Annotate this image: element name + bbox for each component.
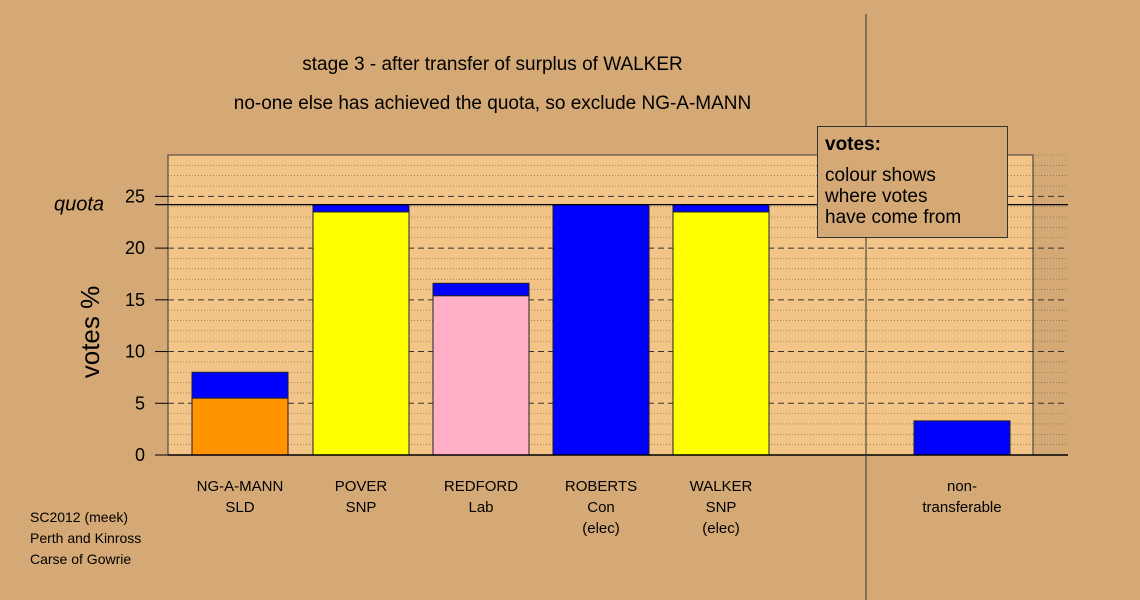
bar-segment [312, 211, 410, 456]
x-tick-label: WALKER [690, 478, 753, 495]
x-tick-label: (elec) [702, 520, 740, 537]
y-tick-label: 25 [125, 186, 145, 206]
y-axis-label: votes % [75, 286, 105, 379]
x-tick-label: SNP [706, 499, 737, 516]
x-tick-label: NG-A-MANN [197, 478, 284, 495]
y-tick-label: 0 [135, 445, 145, 465]
x-tick-label: SNP [346, 499, 377, 516]
x-tick-label: Con [587, 499, 615, 516]
y-tick-label: 10 [125, 342, 145, 362]
legend-line: have come from [825, 207, 962, 228]
footer-line: SC2012 (meek) [30, 509, 129, 525]
x-tick-label: (elec) [582, 520, 620, 537]
quota-label: quota [54, 194, 104, 216]
bar-segment [191, 371, 289, 399]
footer-line: Perth and Kinross [30, 530, 142, 546]
y-tick-label: 20 [125, 238, 145, 258]
bar-segment [432, 295, 530, 456]
x-tick-label: transferable [922, 499, 1001, 516]
x-tick-label: REDFORD [444, 478, 518, 495]
y-tick-label: 15 [125, 290, 145, 310]
x-tick-label: non- [947, 478, 977, 495]
chart-title: stage 3 - after transfer of surplus of W… [302, 54, 683, 75]
x-tick-label: SLD [225, 499, 254, 516]
y-tick-label: 5 [135, 393, 145, 413]
legend-title: votes: [825, 134, 881, 155]
footer-line: Carse of Gowrie [30, 551, 132, 567]
legend-line: colour shows [825, 165, 936, 186]
bar-segment [913, 420, 1011, 456]
bar-segment [672, 204, 770, 213]
bar-segment [312, 204, 410, 213]
legend-line: where votes [825, 186, 928, 207]
x-tick-label: POVER [335, 478, 388, 495]
chart-subtitle: no-one else has achieved the quota, so e… [233, 93, 752, 114]
legend-box: votes: colour shows where votes have com… [817, 126, 1008, 238]
bar-segment [432, 282, 530, 297]
bar-segment [672, 211, 770, 456]
bar-segment [552, 204, 650, 456]
bar-segment [191, 397, 289, 456]
x-tick-label: Lab [468, 499, 493, 516]
x-tick-label: ROBERTS [565, 478, 637, 495]
